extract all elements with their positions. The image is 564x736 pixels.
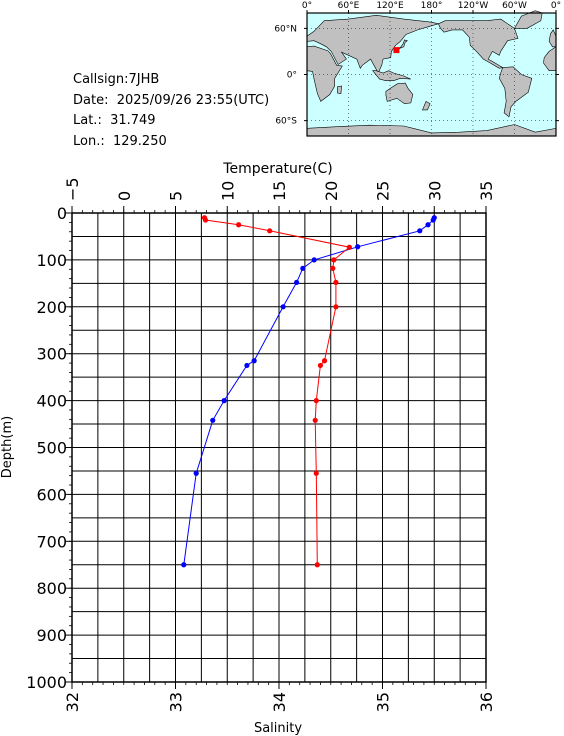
chart-ticks: −5 0 5 10 15 20 25 30 35 32 33 34 35 36 0 100 200 300 400 5… (26, 177, 496, 712)
temperature-data-point (293, 279, 300, 286)
new-zealand-land (422, 100, 431, 111)
depth-tick-label: 100 (36, 251, 67, 270)
map-lon-label: 0° (302, 1, 312, 11)
depth-tick-label: 500 (36, 439, 67, 458)
salinity-data-point (346, 244, 352, 250)
temperature-data-point (417, 228, 423, 234)
depth-tick-label: 400 (36, 392, 67, 411)
map-lat-label: 60°S (275, 117, 297, 127)
salinity-profile-line (204, 217, 351, 565)
temperature-data-point (244, 362, 250, 369)
longitude-label: Lon.: 129.250 (73, 133, 167, 149)
salinity-data-point (333, 304, 339, 310)
temperature-tick-label: 25 (374, 181, 393, 201)
salinity-tick-label: 35 (374, 692, 393, 712)
map-lon-label: 180° (421, 1, 443, 11)
salinity-data-point (314, 562, 320, 568)
salinity-tick-label: 32 (63, 692, 82, 712)
south-america-land (498, 66, 533, 118)
temperature-data-point (300, 265, 306, 271)
temperature-tick-label: 30 (425, 181, 444, 201)
north-america-land (438, 18, 519, 69)
salinity-data-point (331, 257, 337, 263)
map-labels: 0° 60°E 120°E 180° 120°W 60°W 0° 60°N 0° 60°S (274, 1, 561, 127)
world-map: 0° 60°E 120°E 180° 120°W 60°W 0° 60°N 0° 60°S (274, 1, 561, 137)
temperature-data-point (430, 217, 436, 223)
depth-tick-label: 800 (36, 579, 67, 598)
temperature-data-point (221, 398, 227, 404)
salinity-data-point (312, 417, 318, 423)
madagascar-land (337, 85, 342, 95)
map-lon-label: 120°W (458, 1, 489, 11)
map-lat-label: 0° (287, 71, 297, 81)
africa-land (306, 45, 343, 102)
temperature-data-point (251, 358, 257, 364)
salinity-data-point (202, 217, 209, 223)
salinity-tick-label: 33 (167, 692, 186, 712)
salinity-data-point (313, 470, 319, 476)
depth-tick-label: 300 (36, 345, 67, 364)
temperature-tick-label: 20 (322, 181, 341, 201)
temperature-tick-label: 0 (115, 191, 134, 201)
temperature-data-point (280, 304, 286, 310)
station-marker (393, 47, 400, 54)
depth-axis-label: Depth(m) (0, 416, 15, 478)
temperature-tick-label: −5 (63, 177, 82, 201)
salinity-data-point (267, 228, 273, 234)
depth-tick-label: 700 (36, 532, 67, 551)
salinity-tick-label: 36 (477, 692, 496, 712)
map-lon-label: 0° (551, 1, 561, 11)
salinity-data-point (333, 279, 339, 286)
salinity-tick-label: 34 (270, 692, 289, 712)
map-lon-label: 60°E (338, 1, 360, 11)
station-info: Callsign:7JHB Date: 2025/09/26 23:55(UTC… (73, 70, 269, 152)
temperature-data-point (355, 244, 361, 250)
temperature-data-point (181, 562, 187, 568)
date-label: Date: 2025/09/26 23:55(UTC) (73, 92, 270, 108)
temperature-data-point (425, 222, 431, 228)
indonesia-land (372, 70, 411, 81)
bottom-axis-label: Salinity (254, 721, 302, 736)
temperature-tick-label: 10 (218, 181, 237, 201)
latitude-label: Lat.: 31.749 (73, 113, 156, 128)
salinity-data-point (313, 398, 319, 404)
chart-grid (71, 212, 487, 683)
depth-tick-label: 900 (36, 626, 67, 645)
salinity-data-point (236, 222, 242, 228)
top-axis-label: Temperature(C) (222, 161, 332, 177)
temperature-tick-label: 15 (270, 181, 289, 201)
depth-tick-label: 600 (36, 485, 67, 504)
map-lon-label: 60°W (502, 1, 527, 11)
eurasia-land (306, 14, 440, 74)
australia-land (385, 82, 414, 105)
depth-tick-label: 200 (36, 298, 67, 317)
temperature-data-point (311, 257, 317, 263)
temperature-data-point (210, 417, 216, 423)
salinity-data-point (317, 362, 323, 369)
temperature-tick-label: 35 (477, 181, 496, 201)
map-frame (306, 12, 557, 137)
map-lat-label: 60°N (274, 24, 297, 34)
map-lon-label: 120°E (376, 1, 404, 11)
temperature-tick-label: 5 (167, 191, 186, 201)
salinity-data-point (330, 265, 336, 271)
depth-tick-label: 0 (57, 204, 67, 223)
chart-series (181, 215, 437, 568)
callsign-label: Callsign:7JHB (73, 72, 160, 87)
temperature-data-point (193, 470, 199, 476)
salinity-data-point (321, 358, 328, 364)
temperature-profile-line (183, 217, 435, 565)
depth-tick-label: 1000 (26, 673, 67, 692)
map-body (306, 10, 557, 137)
